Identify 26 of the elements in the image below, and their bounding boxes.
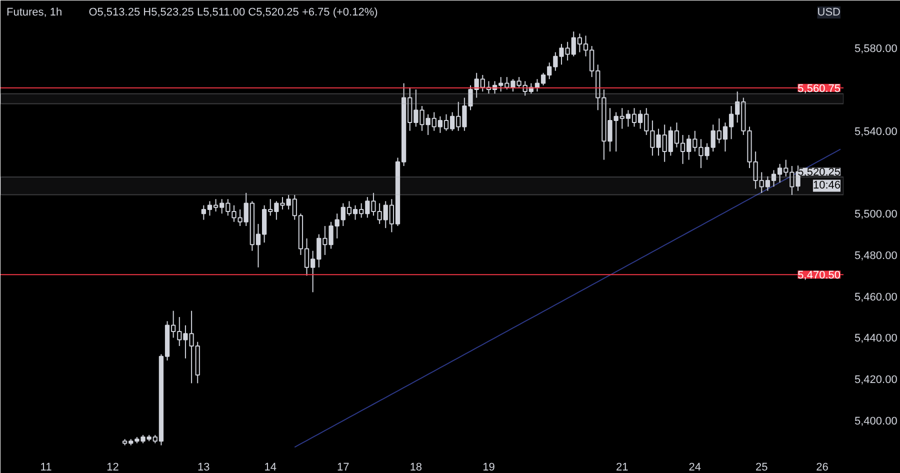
x-tick-label: 25 [756,462,768,473]
x-tick-label: 11 [40,462,52,473]
text: O5,513.25 H5,523.25 L5,511.00 C5,520.25 +6.75 (+0.12%) [88,6,378,18]
x-tick-label: 24 [688,462,702,473]
y-tick-label: 5,540.00 [854,126,898,138]
x-tick-label: 12 [106,462,119,473]
y-tick-label: 5,580.00 [854,43,898,56]
line-series [294,148,841,448]
x-tick-label: 21 [616,462,628,473]
y-tick-label: 5,420.00 [854,374,898,386]
annotation: 5,520.25 [798,166,841,179]
y-tick-label: 5,500.00 [854,208,898,221]
x-tick-label: 26 [816,462,828,473]
annotation: 10:46 [812,180,841,192]
text: Futures, 1h [6,6,62,18]
x-tick-label: 14 [264,462,277,473]
y-axis-title: USD [817,6,841,18]
x-tick-label: 18 [410,462,422,473]
y-tick-label: 5,400.00 [854,415,898,428]
y-tick-label: 5,460.00 [854,291,898,304]
x-tick-label: 13 [198,462,210,473]
y-tick-label: 5,480.00 [854,250,898,262]
ref-line-label: 5,560.75 [798,82,841,95]
y-tick-label: 5,440.00 [854,332,898,345]
x-tick-label: 17 [337,462,350,473]
x-tick-label: 19 [482,462,495,473]
